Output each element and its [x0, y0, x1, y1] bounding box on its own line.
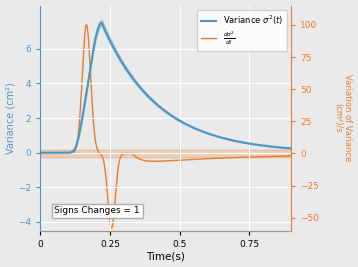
Text: Signs Changes = 1: Signs Changes = 1 — [54, 206, 140, 215]
Legend: Variance $\sigma^2(t)$, $\frac{d\sigma^2}{dt}$: Variance $\sigma^2(t)$, $\frac{d\sigma^2… — [197, 10, 287, 51]
$\frac{d\sigma^2}{dt}$ — [236, 156, 240, 159]
$\frac{d\sigma^2}{dt}$ — [160, 159, 165, 163]
Variance $\sigma^2(t)$ — [38, 151, 43, 154]
$\frac{d\sigma^2}{dt}$ — [154, 160, 158, 163]
Variance $\sigma^2(t)$ — [289, 147, 293, 150]
Variance $\sigma^2(t)$ — [282, 146, 286, 150]
$\frac{d\sigma^2}{dt}$ — [109, 226, 113, 230]
$\frac{d\sigma^2}{dt}$ — [282, 155, 286, 158]
Y-axis label: Variation of Variance
(cm²)/s: Variation of Variance (cm²)/s — [333, 74, 352, 162]
Y-axis label: Variance (cm²): Variance (cm²) — [6, 82, 15, 154]
X-axis label: Time(s): Time(s) — [146, 252, 185, 261]
Line: Variance $\sigma^2(t)$: Variance $\sigma^2(t)$ — [40, 23, 291, 153]
$\frac{d\sigma^2}{dt}$ — [84, 23, 88, 26]
Variance $\sigma^2(t)$ — [282, 146, 286, 150]
$\frac{d\sigma^2}{dt}$ — [289, 154, 293, 158]
Variance $\sigma^2(t)$ — [160, 108, 165, 111]
Variance $\sigma^2(t)$ — [236, 140, 240, 143]
Variance $\sigma^2(t)$ — [154, 102, 158, 105]
$\frac{d\sigma^2}{dt}$ — [38, 152, 43, 155]
Variance $\sigma^2(t)$ — [100, 21, 104, 25]
$\frac{d\sigma^2}{dt}$ — [51, 152, 55, 155]
Variance $\sigma^2(t)$ — [51, 151, 55, 154]
Line: $\frac{d\sigma^2}{dt}$: $\frac{d\sigma^2}{dt}$ — [40, 25, 291, 228]
$\frac{d\sigma^2}{dt}$ — [282, 155, 286, 158]
